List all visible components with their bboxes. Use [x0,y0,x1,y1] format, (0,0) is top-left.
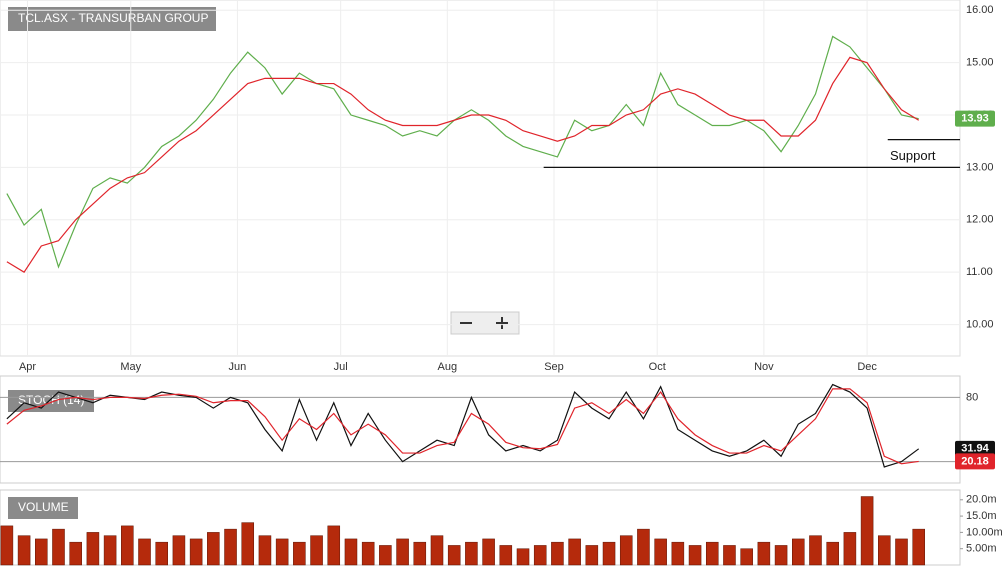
bar [121,525,134,566]
bar [275,538,289,566]
x-tick-label: Oct [649,361,666,373]
volume-title: VOLUME [18,500,69,514]
y-tick-label: 16.00 [966,4,994,16]
bar [637,528,650,566]
y-tick-label: 15.0m [966,510,997,522]
bar [482,538,495,566]
bar [207,532,220,566]
stoch-panel [0,375,961,484]
bar [705,541,719,566]
y-tick-label: 12.00 [966,214,994,226]
bar [568,538,581,566]
series-line [6,35,919,269]
value-label-box [955,440,995,457]
bar [327,525,341,566]
bar [86,532,100,566]
bar [619,535,633,566]
value-label-box [955,110,995,127]
bar [447,545,461,566]
bar [138,538,151,566]
chart-title: TCL.ASX - TRANSURBAN GROUP [18,11,208,25]
y-tick-label: 15.00 [966,57,994,69]
bar [69,541,82,566]
y-tick-label: 10.00m [966,526,1003,538]
bar [499,545,513,566]
bar [189,538,203,566]
bar [396,538,409,566]
bar [654,538,667,566]
bar [688,545,702,566]
title-box [8,7,216,31]
x-tick-label: Dec [857,361,877,373]
bar [516,548,530,566]
y-tick-label: 13.00 [966,161,994,173]
bar [0,525,14,566]
volume-title-box [8,497,78,519]
bar [602,541,616,566]
bar [843,532,857,566]
bar [52,528,65,566]
bar [860,496,874,566]
bar [413,541,427,566]
value-label: 20.18 [961,455,989,467]
y-tick-label: 80 [966,391,978,403]
bar [379,545,392,566]
volume-panel [0,489,961,566]
y-tick-label: 10.00 [966,318,994,330]
bar [826,541,839,566]
series-line [6,388,919,465]
x-tick-label: Jul [334,361,348,373]
bar [774,545,788,566]
bar [671,541,685,566]
bar [293,541,306,566]
bar [172,535,186,566]
annotation: Support [890,148,936,163]
bar [792,538,805,566]
bar [430,535,444,566]
bar [533,545,547,566]
stoch-title: STOCH (14) [18,393,84,407]
y-tick-label: 5.00m [966,543,997,555]
bar [241,522,255,566]
x-tick-label: Jun [229,361,247,373]
bar [344,538,358,566]
bar [17,535,31,566]
bar [361,541,375,566]
y-tick-label: 11.00 [966,266,993,278]
series-line [6,56,920,273]
zoom-controls[interactable] [450,311,520,335]
bar [258,535,272,566]
y-tick-label: 20.0m [966,494,997,506]
x-tick-label: Sep [544,361,564,373]
bar [878,535,891,566]
bar [809,535,822,566]
bar [723,545,736,566]
bar [103,535,117,566]
bar [757,541,771,566]
value-label: 13.93 [961,113,989,125]
value-label-box [955,453,995,470]
bar [551,541,564,566]
x-tick-label: Nov [754,361,774,373]
x-tick-label: May [120,361,141,373]
bar [585,545,599,566]
bar [465,541,478,566]
bar [155,541,168,566]
bar [224,528,237,566]
x-tick-label: Apr [19,361,36,373]
bar [912,528,925,566]
bar [310,535,323,566]
bar [35,538,48,566]
value-label: 31.94 [961,443,989,455]
series-line [6,383,920,468]
bar [740,548,753,566]
bar [895,538,908,566]
x-tick-label: Aug [438,361,458,373]
price-panel [0,0,961,357]
stoch-title-box [8,390,94,412]
